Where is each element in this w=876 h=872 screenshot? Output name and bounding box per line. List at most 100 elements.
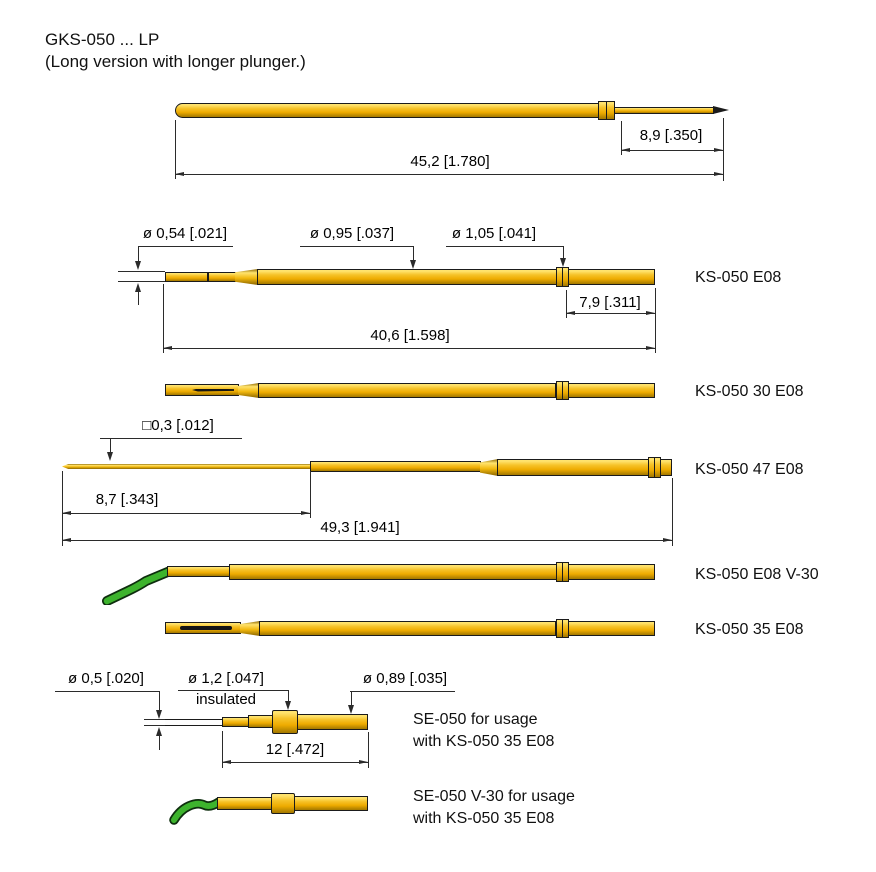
leader-arrow	[285, 690, 291, 710]
dim-text-total: 40,6 [1.598]	[370, 327, 450, 344]
probe-taper	[480, 459, 498, 476]
leader-arrow	[135, 246, 141, 270]
tip-edge-line	[144, 719, 165, 720]
probe-barrel	[258, 383, 556, 398]
leader-arrow	[348, 691, 354, 714]
probe-barrel	[497, 459, 649, 476]
probe-barrel	[257, 269, 557, 285]
leader-arrow	[107, 438, 113, 461]
leader-line	[178, 690, 288, 691]
leader-line	[55, 691, 159, 692]
extension-line	[368, 732, 369, 768]
leader-arrow	[156, 727, 162, 750]
green-wire	[102, 566, 175, 605]
dim-text-post-square: □0,3 [.012]	[142, 417, 214, 434]
leader-arrow	[156, 691, 162, 719]
tip-edge-line	[118, 281, 165, 282]
dim-text-total: 45,2 [1.780]	[410, 153, 490, 170]
probe-label: SE-050 V-30 for usage with KS-050 35 E08	[413, 786, 575, 830]
extension-line	[175, 120, 176, 179]
dim-text-rear: 7,9 [.311]	[579, 294, 641, 311]
probe-tip-step	[248, 715, 273, 728]
probe-rear	[568, 383, 655, 398]
probe-rear	[660, 459, 672, 476]
dim-line-total	[62, 537, 672, 542]
extension-line	[723, 118, 724, 181]
probe-collar	[598, 101, 615, 120]
dim-line-post	[62, 510, 310, 515]
probe-wirewrap-post	[62, 464, 310, 469]
probe-label-line2: with KS-050 35 E08	[413, 810, 555, 827]
probe-body	[297, 714, 368, 730]
probe-tail-tube	[310, 461, 481, 472]
dim-text-total: 49,3 [1.941]	[320, 519, 400, 536]
extension-line	[163, 284, 164, 353]
green-wire	[169, 797, 222, 825]
probe-label: SE-050 for usage with KS-050 35 E08	[413, 709, 554, 753]
probe-label: KS-050 35 E08	[695, 621, 804, 638]
probe-barrel	[229, 564, 557, 580]
tip-divider	[207, 273, 209, 281]
pin-wire	[165, 719, 223, 726]
probe-tip	[165, 272, 236, 282]
dim-text-collar-dia: ø 1,05 [.041]	[451, 225, 537, 242]
probe-plunger	[614, 107, 714, 114]
probe-label-line2: with KS-050 35 E08	[413, 733, 555, 750]
leader-line	[350, 691, 455, 692]
leader-arrow	[410, 246, 416, 269]
dim-line-total	[175, 171, 723, 176]
leader-arrow	[135, 283, 141, 305]
probe-collar	[556, 381, 569, 400]
extension-line	[222, 731, 223, 768]
extension-line	[566, 290, 567, 318]
dim-text-tip-dia: ø 0,54 [.021]	[142, 225, 228, 242]
probe-tip	[217, 797, 272, 810]
probe-body	[294, 796, 368, 811]
dim-text-insulated-note: insulated	[195, 691, 257, 708]
dim-line-plunger	[621, 147, 723, 152]
probe-label: KS-050 30 E08	[695, 383, 804, 400]
dim-line-rear	[566, 310, 655, 315]
probe-label: KS-050 E08	[695, 269, 782, 286]
dim-line-length	[222, 759, 368, 764]
probe-barrel	[259, 621, 556, 636]
probe-tip	[222, 717, 249, 727]
dim-text-insulation-dia: ø 1,2 [.047]	[188, 670, 264, 687]
extension-line	[655, 288, 656, 353]
tip-edge-line	[144, 725, 165, 726]
dim-text-plunger: 8,9 [.350]	[639, 127, 703, 144]
extension-line	[621, 121, 622, 155]
leader-line	[300, 246, 413, 247]
insulated-collar	[272, 710, 298, 734]
page-subtitle: (Long version with longer plunger.)	[45, 52, 306, 71]
extension-line	[62, 471, 63, 546]
dim-text-length: 12 [.472]	[265, 741, 325, 758]
probe-rear	[568, 621, 655, 636]
probe-barrel	[175, 103, 599, 118]
probe-taper	[238, 383, 259, 398]
probe-tip-cone	[713, 106, 729, 114]
extension-line	[310, 471, 311, 518]
probe-rear	[568, 269, 655, 285]
leader-line	[100, 438, 242, 439]
dim-text-body-dia: ø 0,89 [.035]	[362, 670, 448, 687]
probe-label: KS-050 47 E08	[695, 461, 804, 478]
probe-rear	[568, 564, 655, 580]
probe-taper	[235, 269, 258, 285]
dim-line-total	[163, 345, 655, 350]
probe-taper	[240, 621, 260, 636]
probe-tip	[167, 566, 230, 577]
probe-label-line1: SE-050 for usage	[413, 711, 538, 728]
tip-slot	[180, 626, 232, 630]
tip-notch	[192, 388, 234, 392]
probe-label-line1: SE-050 V-30 for usage	[413, 788, 575, 805]
page-title: GKS-050 ... LP	[45, 30, 160, 49]
insulated-collar	[271, 793, 295, 814]
leader-line	[138, 246, 233, 247]
leader-line	[446, 246, 563, 247]
dim-text-barrel-dia: ø 0,95 [.037]	[309, 225, 395, 242]
probe-label: KS-050 E08 V-30	[695, 566, 819, 583]
leader-arrow	[560, 246, 566, 267]
extension-line	[672, 478, 673, 546]
